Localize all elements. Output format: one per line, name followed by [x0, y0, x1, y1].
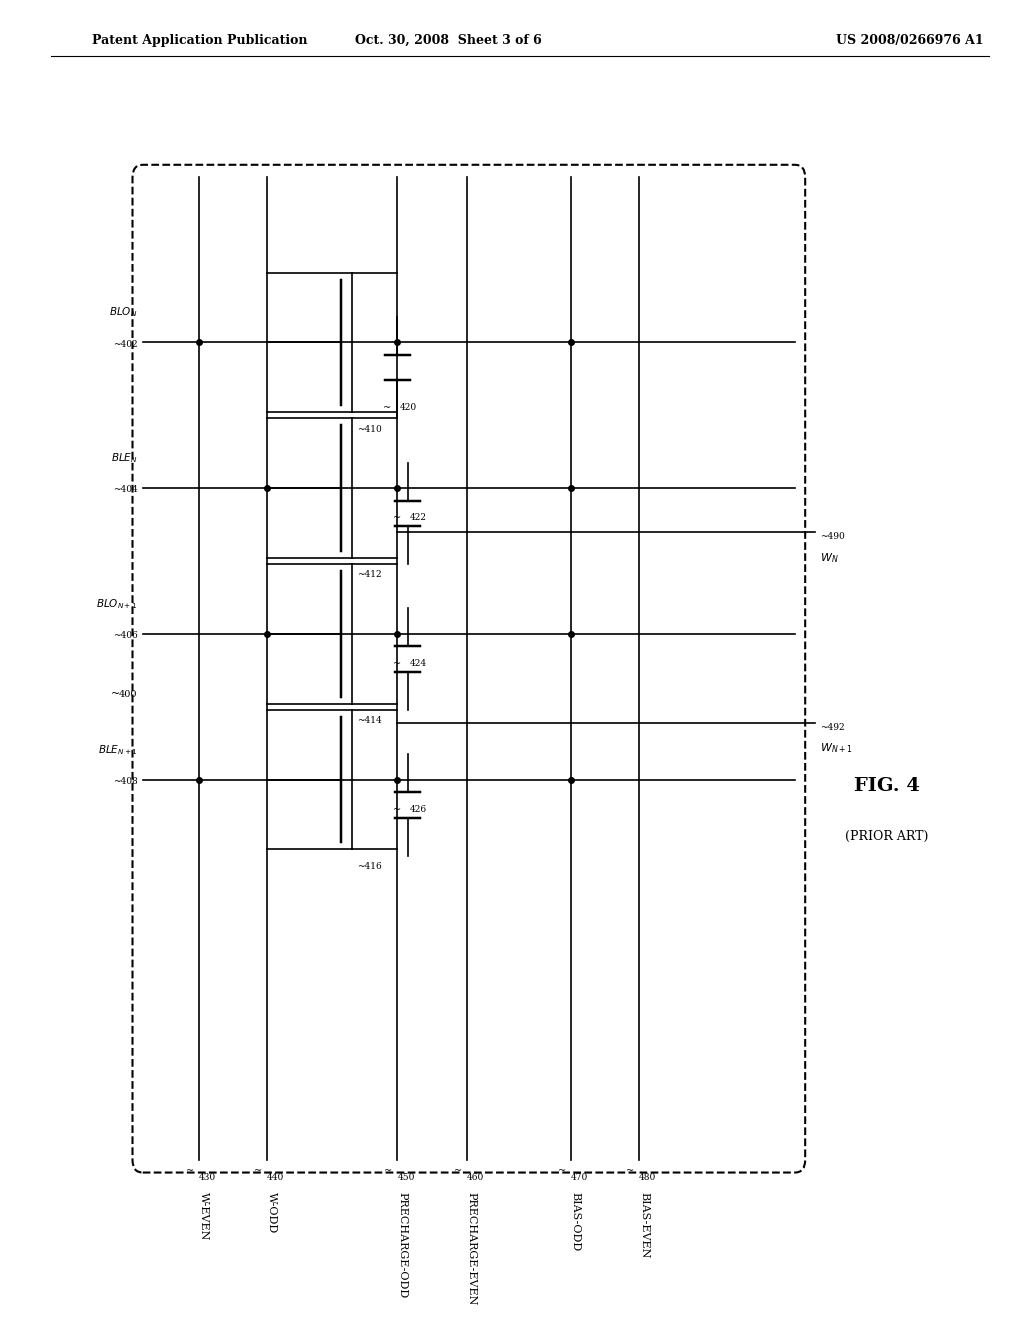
Text: 480: 480: [639, 1172, 656, 1181]
Text: ~414: ~414: [356, 717, 382, 725]
Text: ~416: ~416: [356, 862, 382, 871]
Text: W-ODD: W-ODD: [267, 1192, 278, 1233]
Text: ~: ~: [557, 1166, 565, 1175]
Text: ~: ~: [393, 805, 401, 814]
Text: ~492: ~492: [820, 722, 845, 731]
Text: 470: 470: [570, 1172, 588, 1181]
Text: W-EVEN: W-EVEN: [199, 1192, 209, 1239]
Text: ~410: ~410: [356, 425, 382, 434]
Text: 424: 424: [410, 659, 427, 668]
Text: ~404: ~404: [113, 486, 137, 495]
Text: PRECHARGE-ODD: PRECHARGE-ODD: [397, 1192, 408, 1298]
Text: 422: 422: [410, 513, 427, 523]
Text: (PRIOR ART): (PRIOR ART): [845, 830, 929, 843]
Text: ~402: ~402: [113, 339, 137, 348]
Text: $W_{N+1}$: $W_{N+1}$: [820, 742, 853, 755]
Text: Patent Application Publication: Patent Application Publication: [92, 34, 307, 48]
Text: ~: ~: [393, 513, 401, 523]
Text: $BLO_N$: $BLO_N$: [110, 306, 137, 319]
Text: 440: 440: [267, 1172, 285, 1181]
Text: ~412: ~412: [356, 570, 381, 579]
Text: 420: 420: [399, 403, 417, 412]
Text: 400: 400: [119, 689, 137, 698]
Text: ~: ~: [626, 1166, 634, 1175]
Text: $BLO_{N+1}$: $BLO_{N+1}$: [96, 597, 137, 611]
Text: ~: ~: [393, 659, 401, 668]
Text: US 2008/0266976 A1: US 2008/0266976 A1: [836, 34, 983, 48]
Text: 450: 450: [397, 1172, 415, 1181]
Text: $BLE_{N+1}$: $BLE_{N+1}$: [98, 743, 137, 756]
Text: ~406: ~406: [113, 631, 137, 640]
Text: ~: ~: [454, 1166, 462, 1175]
Text: ~: ~: [383, 403, 391, 412]
Text: ~: ~: [111, 689, 120, 700]
Text: 460: 460: [467, 1172, 484, 1181]
Text: PRECHARGE-EVEN: PRECHARGE-EVEN: [467, 1192, 477, 1305]
Text: FIG. 4: FIG. 4: [854, 777, 920, 795]
Text: ~: ~: [254, 1166, 262, 1175]
Text: BIAS-EVEN: BIAS-EVEN: [639, 1192, 649, 1258]
Text: ~: ~: [384, 1166, 392, 1175]
Text: ~: ~: [185, 1166, 194, 1175]
Text: Oct. 30, 2008  Sheet 3 of 6: Oct. 30, 2008 Sheet 3 of 6: [355, 34, 542, 48]
Text: ~490: ~490: [820, 532, 845, 541]
Text: $BLE_N$: $BLE_N$: [111, 451, 137, 465]
Text: BIAS-ODD: BIAS-ODD: [570, 1192, 581, 1251]
Text: $W_N$: $W_N$: [820, 552, 839, 565]
Text: ~408: ~408: [113, 777, 137, 785]
Text: 430: 430: [199, 1172, 216, 1181]
Text: 426: 426: [410, 805, 427, 814]
